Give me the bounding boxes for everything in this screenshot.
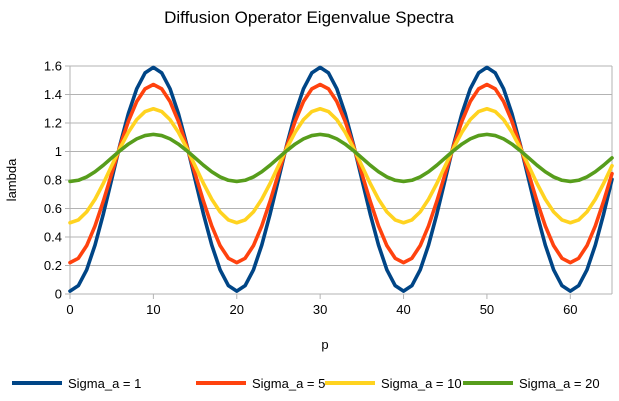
grid (70, 65, 612, 295)
x-tick-label: 10 (146, 302, 160, 317)
legend-label: Sigma_a = 1 (68, 376, 141, 391)
y-tick-label: 0.8 (44, 173, 62, 188)
y-tick-label: 0.4 (44, 230, 62, 245)
legend-label: Sigma_a = 20 (519, 376, 600, 391)
y-tick-label: 0 (55, 287, 62, 302)
y-tick-label: 0.2 (44, 258, 62, 273)
y-axis-ticks: 0 0.2 0.4 0.6 0.8 1 1.2 1.4 1.6 (44, 59, 70, 302)
x-axis-label: p (321, 337, 328, 352)
x-tick-label: 60 (563, 302, 577, 317)
y-tick-label: 0.6 (44, 201, 62, 216)
series-line-4 (68, 132, 614, 184)
x-tick-label: 20 (230, 302, 244, 317)
legend-label: Sigma_a = 5 (252, 376, 325, 391)
legend-label: Sigma_a = 10 (381, 376, 462, 391)
y-axis-label: lambda (4, 158, 19, 201)
legend-entry-3: Sigma_a = 10 (325, 376, 462, 391)
legend-entry-2: Sigma_a = 5 (196, 376, 325, 391)
y-tick-label: 1.4 (44, 87, 62, 102)
y-tick-label: 1.2 (44, 116, 62, 131)
legend-entry-1: Sigma_a = 1 (12, 376, 141, 391)
x-tick-label: 0 (66, 302, 73, 317)
legend-entry-4: Sigma_a = 20 (463, 376, 600, 391)
series-lines (68, 65, 614, 293)
x-tick-label: 50 (480, 302, 494, 317)
y-tick-label: 1.6 (44, 59, 62, 74)
x-axis-ticks: 0 10 20 30 40 50 60 (66, 294, 578, 317)
y-tick-label: 1 (55, 144, 62, 159)
chart-title: Diffusion Operator Eigenvalue Spectra (164, 8, 454, 27)
x-tick-label: 40 (396, 302, 410, 317)
legend: Sigma_a = 1 Sigma_a = 5 Sigma_a = 10 Sigma_… (12, 376, 600, 391)
x-tick-label: 30 (313, 302, 327, 317)
series-line-3 (68, 106, 614, 225)
